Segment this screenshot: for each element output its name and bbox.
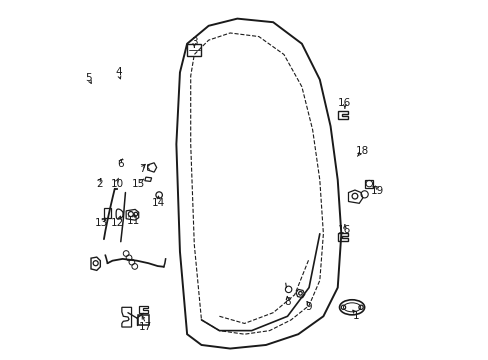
Text: 8: 8 — [284, 297, 290, 307]
Text: 15: 15 — [132, 179, 145, 189]
Bar — [138, 315, 148, 325]
Text: 17: 17 — [139, 322, 152, 332]
Bar — [104, 208, 110, 219]
Text: 14: 14 — [151, 198, 165, 208]
Text: 16: 16 — [338, 98, 351, 108]
Text: 7: 7 — [139, 164, 145, 174]
Text: 19: 19 — [370, 186, 383, 196]
Text: 9: 9 — [305, 302, 312, 312]
Text: 4: 4 — [116, 67, 122, 77]
Text: 3: 3 — [191, 37, 197, 47]
Bar — [187, 44, 201, 56]
Text: 5: 5 — [85, 73, 92, 83]
Text: 12: 12 — [110, 218, 123, 228]
Text: 1: 1 — [352, 311, 358, 321]
Bar — [365, 180, 372, 188]
Text: 16: 16 — [338, 225, 351, 235]
Text: 2: 2 — [96, 179, 102, 189]
Text: 13: 13 — [94, 218, 107, 228]
Text: 11: 11 — [126, 216, 140, 226]
Text: 18: 18 — [355, 146, 369, 156]
Text: 6: 6 — [117, 159, 124, 169]
Text: 10: 10 — [110, 179, 123, 189]
